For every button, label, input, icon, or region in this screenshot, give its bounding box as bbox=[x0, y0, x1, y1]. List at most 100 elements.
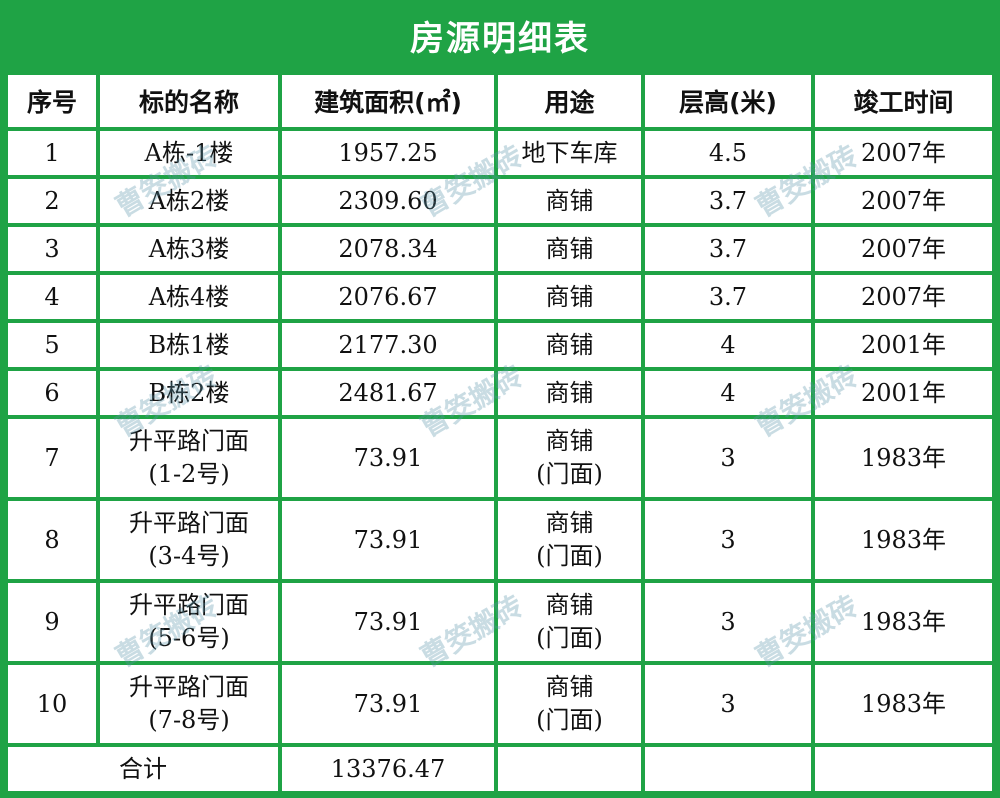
cell-no: 6 bbox=[8, 371, 96, 415]
cell-name: A栋-1楼 bbox=[100, 131, 278, 175]
empty-cell bbox=[815, 747, 992, 791]
cell-no: 3 bbox=[8, 227, 96, 271]
empty-cell bbox=[645, 747, 811, 791]
cell-height: 3.7 bbox=[645, 275, 811, 319]
listing-table: 序号 标的名称 建筑面积(㎡) 用途 层高(米) 竣工时间 1 A栋-1楼 19… bbox=[4, 71, 996, 795]
cell-name: 升平路门面 (1-2号) bbox=[100, 419, 278, 497]
cell-year: 2001年 bbox=[815, 371, 992, 415]
cell-use: 地下车库 bbox=[498, 131, 641, 175]
cell-height: 3 bbox=[645, 665, 811, 743]
cell-height: 3 bbox=[645, 501, 811, 579]
cell-name: 升平路门面 (7-8号) bbox=[100, 665, 278, 743]
total-label: 合计 bbox=[8, 747, 278, 791]
name-line: B栋1楼 bbox=[148, 330, 230, 359]
cell-area: 73.91 bbox=[282, 501, 494, 579]
use-line: 商铺 bbox=[545, 186, 594, 215]
table-row: 7 升平路门面 (1-2号) 73.91 商铺 (门面) 3 1983年 bbox=[8, 419, 992, 497]
col-header-use: 用途 bbox=[498, 75, 641, 127]
cell-year: 1983年 bbox=[815, 419, 992, 497]
col-header-area: 建筑面积(㎡) bbox=[282, 75, 494, 127]
use-line: (门面) bbox=[536, 460, 603, 488]
table-row: 3 A栋3楼 2078.34 商铺 3.7 2007年 bbox=[8, 227, 992, 271]
cell-area: 1957.25 bbox=[282, 131, 494, 175]
table-row: 9 升平路门面 (5-6号) 73.91 商铺 (门面) 3 1983年 bbox=[8, 583, 992, 661]
table-row: 8 升平路门面 (3-4号) 73.91 商铺 (门面) 3 1983年 bbox=[8, 501, 992, 579]
col-header-year: 竣工时间 bbox=[815, 75, 992, 127]
cell-use: 商铺 (门面) bbox=[498, 501, 641, 579]
cell-use: 商铺 bbox=[498, 179, 641, 223]
cell-use: 商铺 bbox=[498, 323, 641, 367]
cell-year: 2007年 bbox=[815, 131, 992, 175]
cell-name: A栋3楼 bbox=[100, 227, 278, 271]
name-line: A栋-1楼 bbox=[144, 138, 234, 167]
name-line: 升平路门面 bbox=[129, 427, 249, 455]
name-line: (1-2号) bbox=[148, 460, 230, 488]
cell-year: 1983年 bbox=[815, 665, 992, 743]
use-line: 商铺 bbox=[545, 591, 594, 619]
cell-year: 1983年 bbox=[815, 501, 992, 579]
cell-height: 4 bbox=[645, 323, 811, 367]
total-row: 合计 13376.47 bbox=[8, 747, 992, 791]
cell-area: 2481.67 bbox=[282, 371, 494, 415]
use-line: 商铺 bbox=[545, 378, 594, 407]
use-line: 商铺 bbox=[545, 330, 594, 359]
name-line: A栋4楼 bbox=[148, 282, 230, 311]
cell-use: 商铺 bbox=[498, 227, 641, 271]
cell-no: 2 bbox=[8, 179, 96, 223]
name-line: (7-8号) bbox=[148, 706, 230, 734]
cell-year: 1983年 bbox=[815, 583, 992, 661]
col-header-name: 标的名称 bbox=[100, 75, 278, 127]
cell-name: 升平路门面 (5-6号) bbox=[100, 583, 278, 661]
cell-no: 5 bbox=[8, 323, 96, 367]
name-line: (5-6号) bbox=[148, 624, 230, 652]
empty-cell bbox=[498, 747, 641, 791]
cell-no: 1 bbox=[8, 131, 96, 175]
cell-year: 2007年 bbox=[815, 179, 992, 223]
cell-height: 4.5 bbox=[645, 131, 811, 175]
cell-name: A栋4楼 bbox=[100, 275, 278, 319]
cell-area: 2309.60 bbox=[282, 179, 494, 223]
name-line: (3-4号) bbox=[148, 542, 230, 570]
cell-use: 商铺 (门面) bbox=[498, 583, 641, 661]
name-line: A栋2楼 bbox=[148, 186, 230, 215]
cell-name: A栋2楼 bbox=[100, 179, 278, 223]
use-line: 商铺 bbox=[545, 509, 594, 537]
cell-year: 2007年 bbox=[815, 275, 992, 319]
name-line: 升平路门面 bbox=[129, 673, 249, 701]
name-line: 升平路门面 bbox=[129, 591, 249, 619]
use-line: (门面) bbox=[536, 624, 603, 652]
use-line: (门面) bbox=[536, 542, 603, 570]
cell-area: 73.91 bbox=[282, 665, 494, 743]
cell-year: 2001年 bbox=[815, 323, 992, 367]
cell-area: 2177.30 bbox=[282, 323, 494, 367]
use-line: 商铺 bbox=[545, 282, 594, 311]
total-area: 13376.47 bbox=[282, 747, 494, 791]
use-line: (门面) bbox=[536, 706, 603, 734]
table-row: 2 A栋2楼 2309.60 商铺 3.7 2007年 bbox=[8, 179, 992, 223]
name-line: 升平路门面 bbox=[129, 509, 249, 537]
cell-no: 10 bbox=[8, 665, 96, 743]
cell-name: B栋1楼 bbox=[100, 323, 278, 367]
cell-use: 商铺 bbox=[498, 371, 641, 415]
col-header-height: 层高(米) bbox=[645, 75, 811, 127]
cell-height: 3.7 bbox=[645, 179, 811, 223]
cell-name: B栋2楼 bbox=[100, 371, 278, 415]
cell-area: 73.91 bbox=[282, 583, 494, 661]
use-line: 商铺 bbox=[545, 673, 594, 701]
cell-use: 商铺 (门面) bbox=[498, 665, 641, 743]
cell-area: 2078.34 bbox=[282, 227, 494, 271]
cell-use: 商铺 bbox=[498, 275, 641, 319]
cell-no: 7 bbox=[8, 419, 96, 497]
name-line: B栋2楼 bbox=[148, 378, 230, 407]
cell-use: 商铺 (门面) bbox=[498, 419, 641, 497]
use-line: 商铺 bbox=[545, 234, 594, 263]
cell-no: 8 bbox=[8, 501, 96, 579]
table-row: 1 A栋-1楼 1957.25 地下车库 4.5 2007年 bbox=[8, 131, 992, 175]
col-header-no: 序号 bbox=[8, 75, 96, 127]
header-row: 序号 标的名称 建筑面积(㎡) 用途 层高(米) 竣工时间 bbox=[8, 75, 992, 127]
table-row: 5 B栋1楼 2177.30 商铺 4 2001年 bbox=[8, 323, 992, 367]
use-line: 地下车库 bbox=[521, 138, 618, 167]
cell-name: 升平路门面 (3-4号) bbox=[100, 501, 278, 579]
name-line: A栋3楼 bbox=[148, 234, 230, 263]
